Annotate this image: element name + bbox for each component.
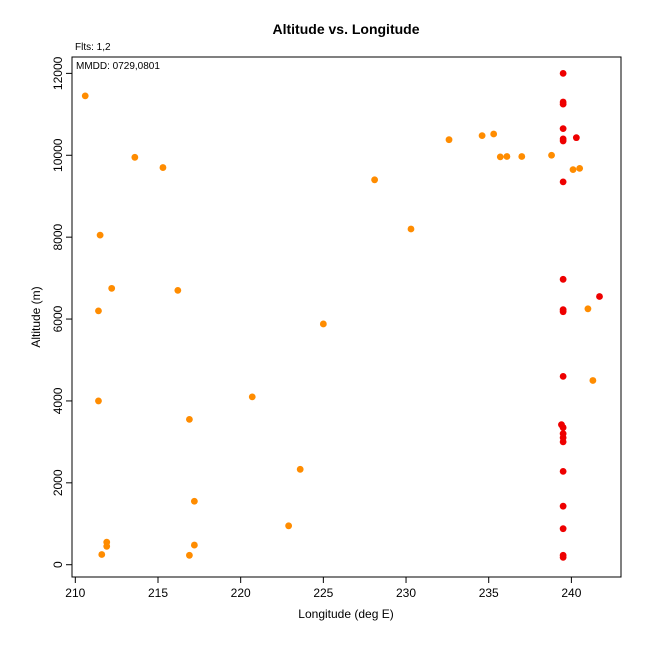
data-point-orange (589, 377, 597, 384)
annotation-flights: Flts: 1,2 (75, 42, 111, 53)
annotation-dates: MMDD: 0729,0801 (76, 61, 160, 72)
data-point-orange (576, 164, 584, 172)
data-point-red (596, 293, 603, 300)
data-point-orange (108, 284, 116, 292)
data-point-orange (584, 305, 592, 313)
data-point-red (559, 438, 567, 446)
data-point-red (559, 424, 567, 431)
data-point-orange (478, 132, 486, 140)
x-tick-label: 215 (148, 586, 168, 600)
data-point-orange (159, 164, 167, 171)
data-point-orange (81, 92, 89, 100)
data-point-orange (548, 151, 555, 159)
y-tick-label: 6000 (51, 305, 65, 332)
data-point-red (572, 134, 580, 142)
data-point-red (559, 69, 567, 77)
data-point-orange (103, 542, 111, 550)
data-point-red (559, 178, 567, 186)
data-point-red (559, 275, 567, 283)
data-points (81, 69, 603, 561)
data-point-orange (319, 320, 327, 328)
data-point-orange (131, 153, 139, 161)
data-point-red (559, 525, 567, 533)
data-point-red (559, 308, 567, 316)
data-point-red (559, 553, 567, 561)
y-tick-label: 0 (51, 561, 65, 568)
data-point-orange (496, 153, 504, 161)
x-tick-label: 220 (231, 586, 251, 600)
data-point-orange (296, 465, 304, 473)
data-point-orange (407, 225, 415, 233)
data-point-red (559, 502, 567, 510)
x-tick-label: 230 (396, 586, 416, 600)
data-point-orange (490, 130, 498, 138)
x-tick-label: 240 (561, 586, 581, 600)
data-point-orange (285, 522, 293, 530)
y-axis-label: Altitude (m) (29, 286, 43, 347)
data-point-red (559, 467, 567, 475)
data-point-orange (569, 166, 577, 173)
data-point-orange (95, 397, 102, 405)
data-point-red (559, 100, 567, 108)
data-point-orange (186, 551, 193, 559)
plot-frame (71, 56, 622, 578)
x-axis-label: Longitude (deg E) (298, 607, 393, 621)
data-point-orange (190, 497, 198, 505)
y-tick-label: 4000 (51, 387, 65, 414)
data-point-red (559, 125, 567, 133)
data-point-orange (371, 176, 379, 184)
y-tick-label: 12000 (51, 56, 65, 90)
data-point-orange (248, 393, 256, 401)
data-point-orange (518, 153, 526, 160)
data-point-red (559, 372, 567, 380)
data-point-orange (95, 307, 102, 315)
x-tick-label: 225 (313, 586, 333, 600)
data-point-orange (503, 153, 511, 160)
x-tick-label: 235 (479, 586, 499, 600)
y-tick-label: 8000 (51, 223, 65, 250)
data-point-red (559, 137, 567, 145)
data-point-orange (445, 136, 453, 144)
y-tick-label: 10000 (51, 138, 65, 172)
data-point-orange (190, 541, 198, 549)
chart-title: Altitude vs. Longitude (273, 21, 420, 37)
x-tick-label: 210 (65, 586, 85, 600)
data-point-orange (174, 286, 182, 294)
y-tick-label: 2000 (51, 469, 65, 496)
data-point-orange (98, 551, 106, 558)
axes: 210 215 220 225 230 235 240 0 2000 4000 6000 8000 10… (51, 56, 582, 600)
data-point-orange (96, 231, 104, 239)
data-point-orange (186, 415, 193, 423)
